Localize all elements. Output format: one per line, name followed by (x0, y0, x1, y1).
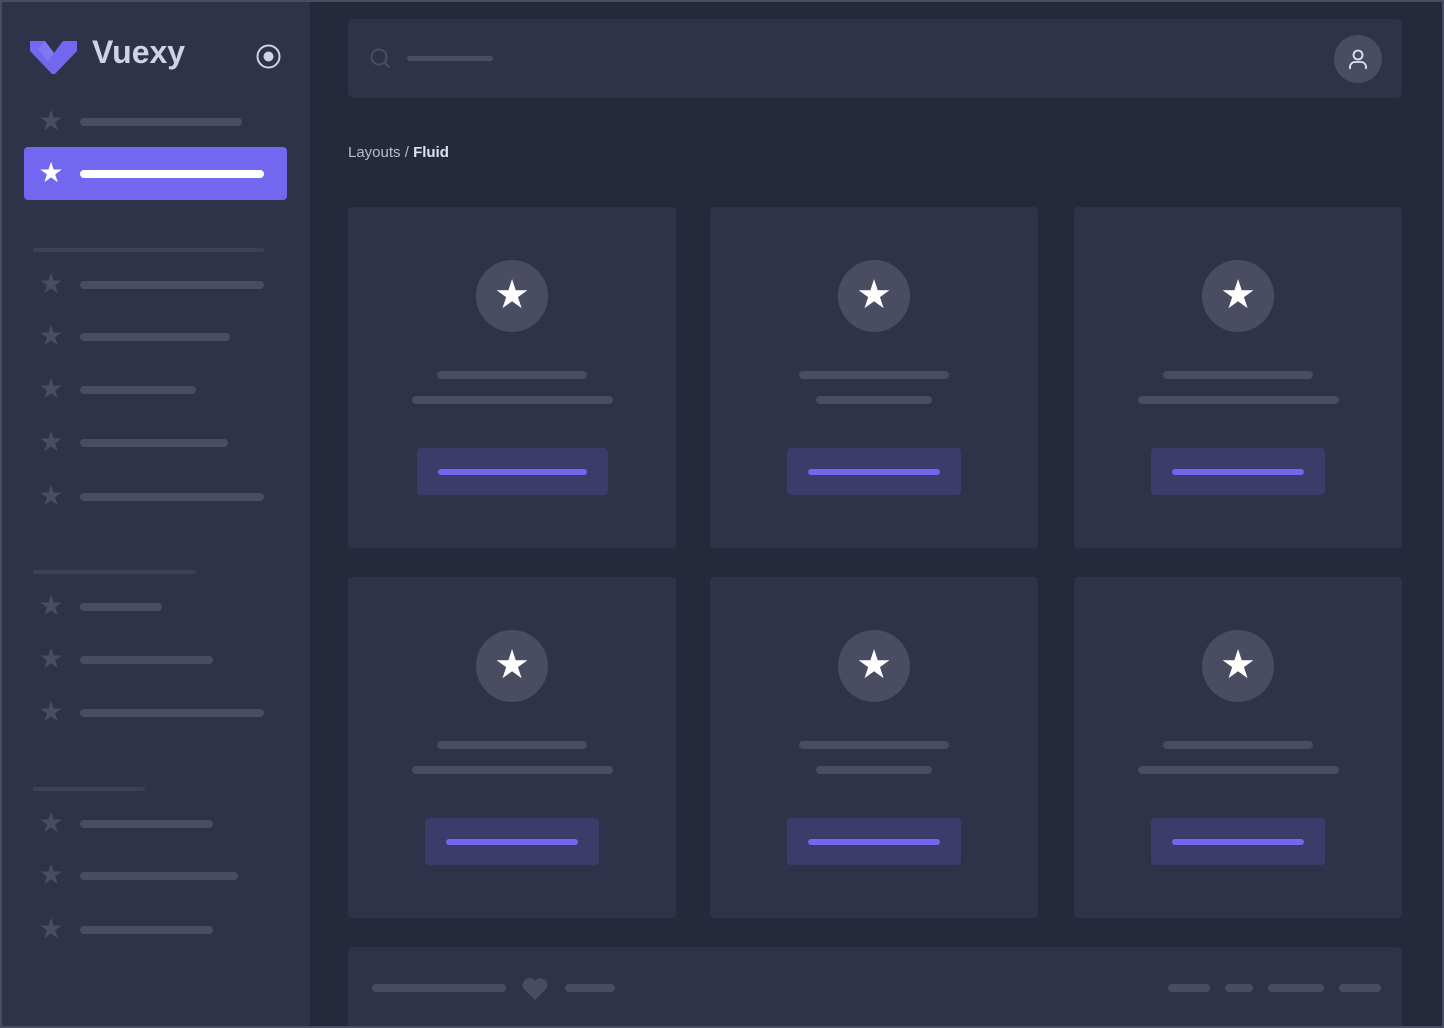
card-text (816, 396, 932, 404)
heart-icon (522, 978, 548, 1000)
sidebar-item[interactable] (80, 872, 238, 880)
star-icon: ★ (38, 696, 64, 727)
sidebar-item[interactable] (80, 493, 264, 501)
card-button[interactable] (787, 448, 961, 495)
star-icon: ★ (38, 268, 64, 299)
top-navbar (348, 19, 1402, 98)
card-button[interactable] (1151, 818, 1325, 865)
footer (348, 947, 1402, 1028)
card: ★ (710, 207, 1038, 548)
card-button-label (1172, 469, 1304, 475)
card-button[interactable] (787, 818, 961, 865)
star-icon: ★ (476, 630, 548, 702)
card-button-label (1172, 839, 1304, 845)
card-button[interactable] (425, 818, 599, 865)
card-title (799, 741, 949, 749)
sidebar-section-header (33, 787, 145, 791)
sidebar-item[interactable] (80, 709, 264, 717)
card-text (816, 766, 932, 774)
sidebar-item[interactable] (80, 820, 213, 828)
star-icon: ★ (38, 105, 64, 136)
sidebar-item-active-label[interactable] (80, 170, 264, 178)
star-icon: ★ (38, 590, 64, 621)
star-icon: ★ (38, 913, 64, 944)
search-input[interactable] (407, 56, 493, 61)
sidebar-item[interactable] (80, 333, 230, 341)
footer-link[interactable] (1339, 984, 1381, 992)
sidebar-item[interactable] (80, 926, 213, 934)
sidebar-section-header (33, 248, 264, 252)
breadcrumb-current: Fluid (413, 144, 449, 161)
user-icon (1349, 49, 1367, 69)
card-title (799, 371, 949, 379)
breadcrumb-separator: / (400, 144, 414, 161)
star-icon: ★ (38, 426, 64, 457)
star-icon: ★ (38, 157, 64, 188)
card-button-label (808, 469, 940, 475)
star-icon: ★ (1202, 630, 1274, 702)
sidebar-item[interactable] (80, 118, 242, 126)
footer-text (372, 984, 506, 992)
card-text (411, 396, 613, 404)
star-icon: ★ (476, 260, 548, 332)
card: ★ (1074, 577, 1402, 918)
card-button[interactable] (416, 448, 608, 495)
sidebar-item[interactable] (80, 386, 196, 394)
breadcrumb-parent[interactable]: Layouts (348, 144, 401, 161)
star-icon: ★ (38, 859, 64, 890)
footer-link[interactable] (1168, 984, 1210, 992)
star-icon: ★ (38, 807, 64, 838)
card-title (1163, 741, 1313, 749)
star-icon: ★ (838, 260, 910, 332)
star-icon: ★ (1202, 260, 1274, 332)
vuexy-logo-icon (30, 41, 77, 74)
footer-link[interactable] (1225, 984, 1253, 992)
sidebar-item[interactable] (80, 603, 162, 611)
star-icon: ★ (38, 643, 64, 674)
card-button[interactable] (1151, 448, 1325, 495)
sidebar-section-header (33, 570, 196, 574)
card-title (1163, 371, 1313, 379)
star-icon: ★ (38, 373, 64, 404)
star-icon: ★ (38, 480, 64, 511)
card-title (437, 371, 587, 379)
footer-text (565, 984, 615, 992)
avatar[interactable] (1334, 35, 1382, 83)
card-text (1137, 766, 1339, 774)
star-icon: ★ (838, 630, 910, 702)
card-button-label (446, 839, 578, 845)
sidebar: Vuexy ★ ★ ★ ★ ★ ★ ★ ★ ★ ★ ★ ★ ★ (0, 0, 310, 1028)
search-icon[interactable] (370, 48, 392, 70)
card-button-label (437, 469, 587, 475)
card: ★ (1074, 207, 1402, 548)
card-text (1137, 396, 1339, 404)
card: ★ (348, 207, 676, 548)
sidebar-item[interactable] (80, 656, 213, 664)
card-title (437, 741, 587, 749)
radio-circle-icon[interactable] (256, 44, 281, 69)
card: ★ (348, 577, 676, 918)
card: ★ (710, 577, 1038, 918)
sidebar-item[interactable] (80, 281, 264, 289)
brand-name: Vuexy (92, 34, 186, 70)
card-text (411, 766, 613, 774)
card-button-label (808, 839, 940, 845)
breadcrumb: Layouts / Fluid (348, 144, 449, 161)
sidebar-item[interactable] (80, 439, 228, 447)
star-icon: ★ (38, 320, 64, 351)
footer-link[interactable] (1268, 984, 1324, 992)
